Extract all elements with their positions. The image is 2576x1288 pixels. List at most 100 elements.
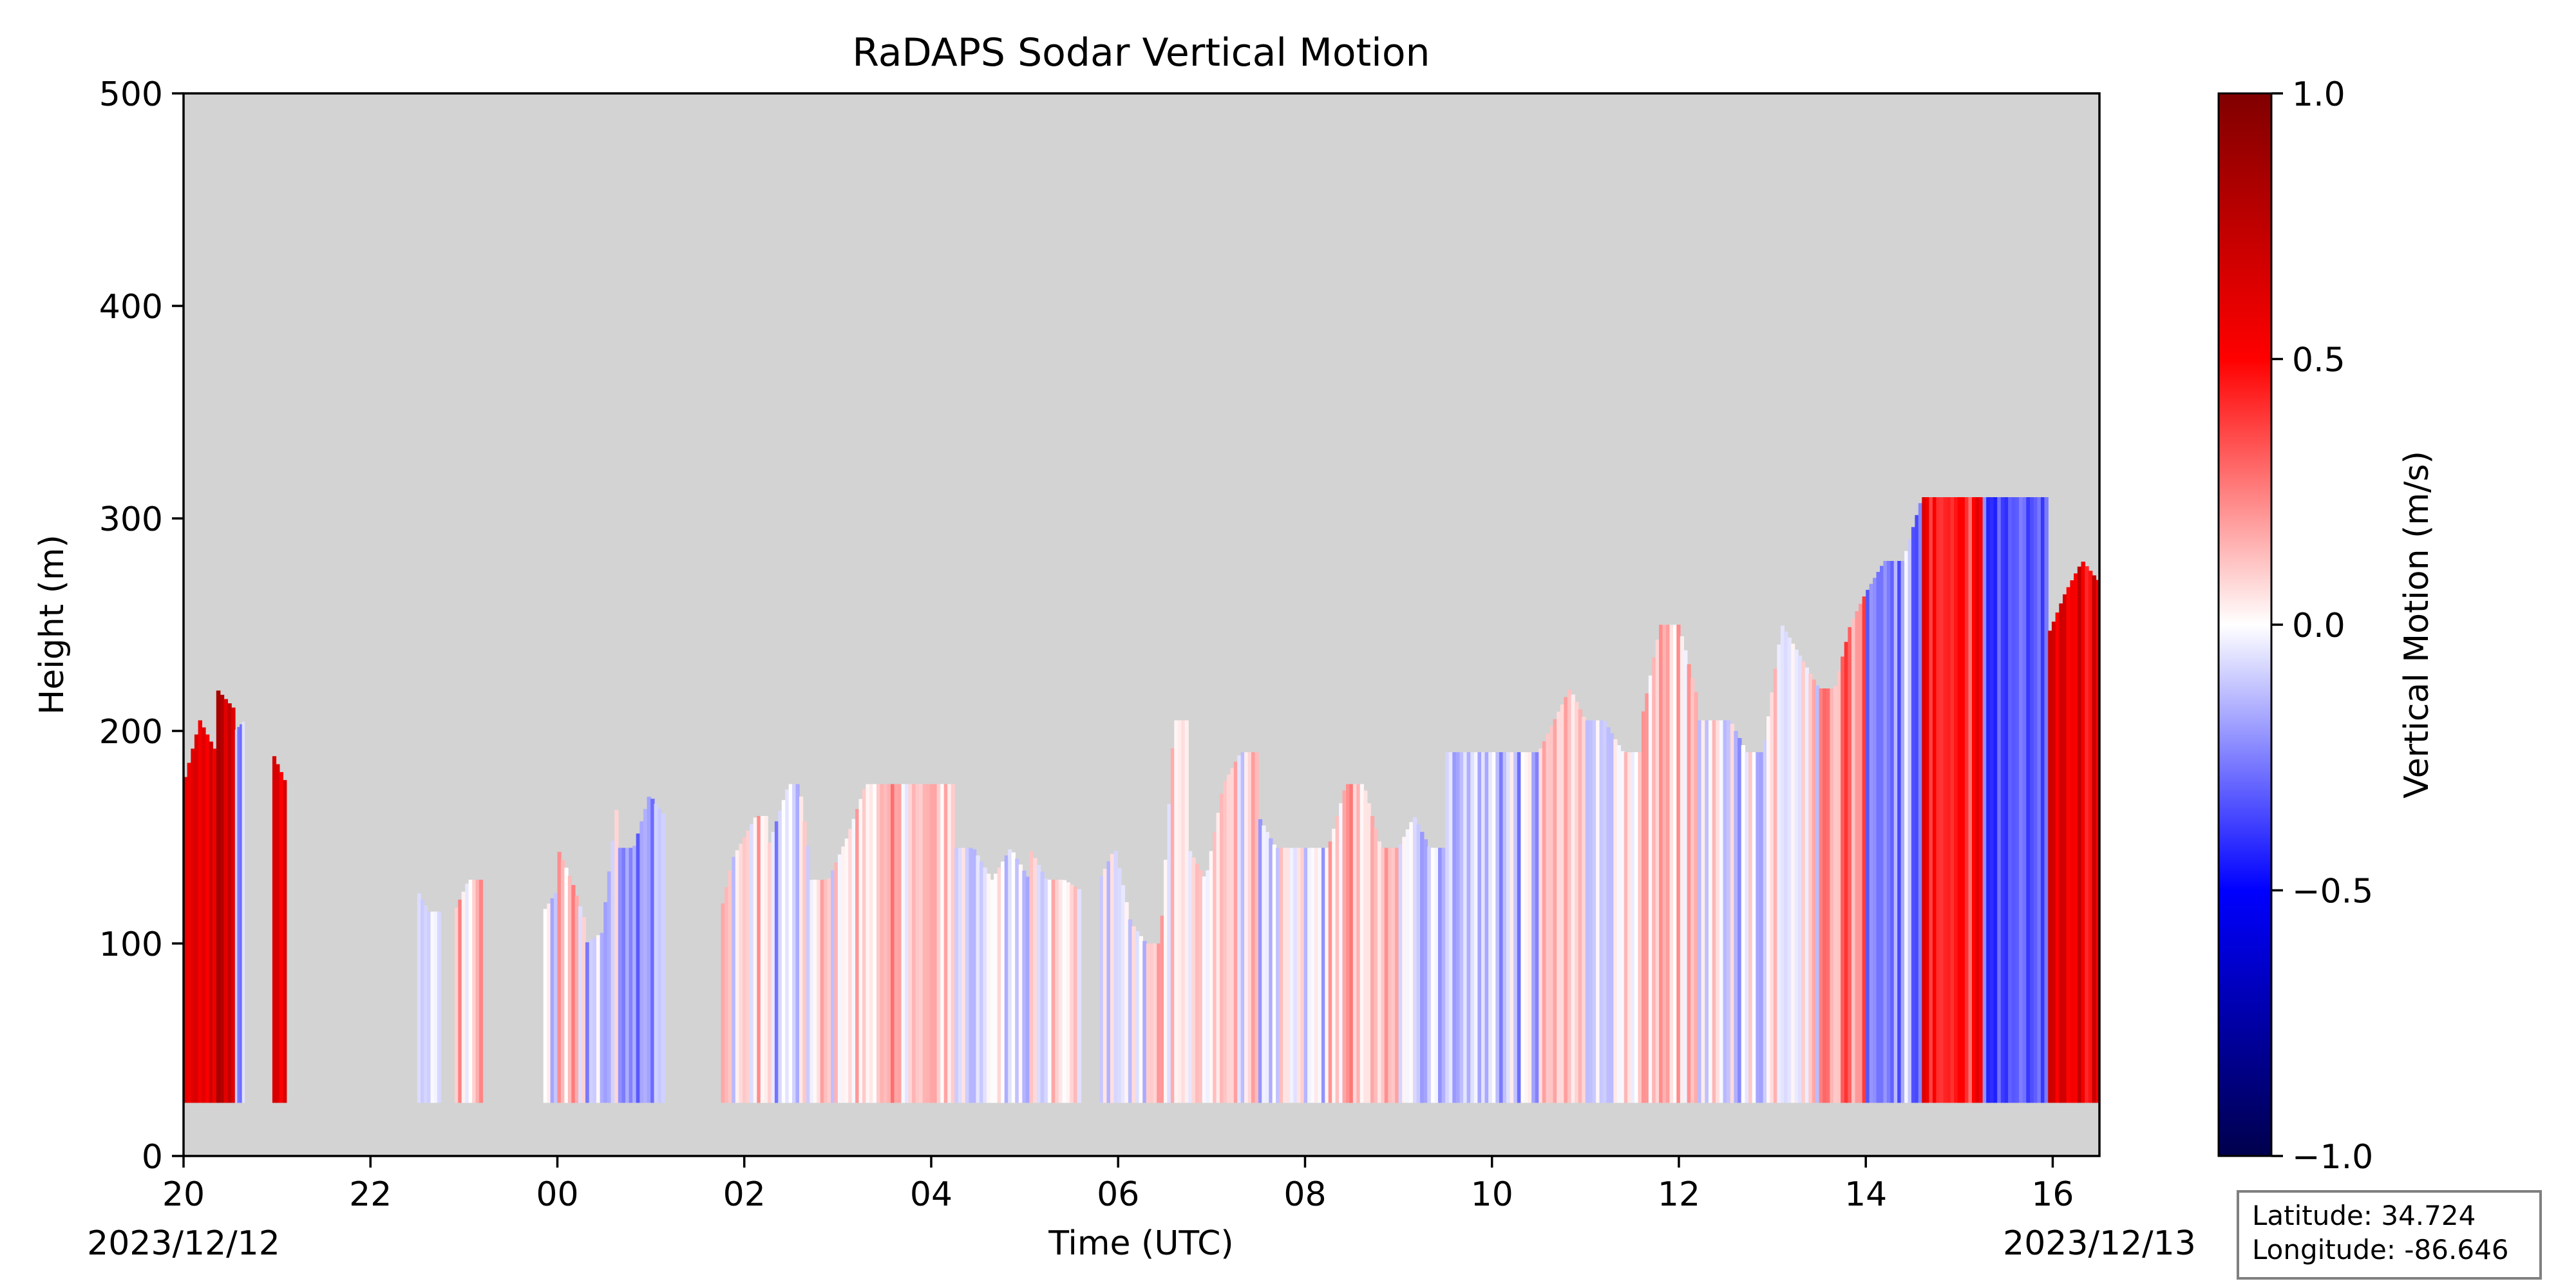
data-column [1135,931,1140,1103]
x-tick-label: 04 [910,1175,952,1214]
data-column [1328,841,1332,1103]
data-column [1900,561,1905,1103]
data-column [1441,848,1446,1103]
data-column [1741,745,1746,1103]
data-column [1128,919,1133,1103]
data-column [721,903,725,1103]
data-column [582,916,586,1103]
data-column [2085,566,2089,1103]
data-column [1932,497,1937,1103]
data-column [1578,709,1583,1103]
data-column [1405,829,1410,1103]
data-column [475,880,480,1103]
data-segment [1982,497,2049,1103]
data-column [851,819,856,1103]
y-axis: 0 100 200 300 400 500 [99,75,184,1177]
data-column [844,838,849,1103]
data-column [1029,851,1034,1103]
data-column [1589,720,1593,1103]
data-column [1286,848,1291,1103]
data-column [1370,816,1375,1103]
data-column [1585,720,1589,1103]
data-column [1289,848,1294,1103]
data-column [1113,850,1118,1103]
data-column [1564,697,1568,1103]
data-column [1132,926,1136,1103]
data-column [1484,752,1489,1103]
y-tick-label: 500 [99,75,163,114]
data-column [1880,565,1884,1103]
data-column [788,784,793,1103]
data-column [1855,611,1859,1103]
data-column [810,880,814,1103]
data-column [1059,880,1063,1103]
data-column [1283,848,1287,1103]
data-column [802,821,807,1103]
data-column [1798,656,1803,1103]
data-column [1940,497,1944,1103]
data-segment [543,893,558,1103]
data-column [1676,625,1681,1103]
data-column [279,772,283,1103]
data-column [746,830,750,1103]
data-column [947,784,952,1103]
data-column [1335,816,1340,1103]
data-column [1979,497,1984,1103]
data-column [817,880,821,1103]
data-column [1164,860,1168,1103]
data-column [220,694,225,1103]
data-column [621,848,626,1103]
data-column [1993,497,1998,1103]
y-tick-label: 400 [99,288,163,327]
data-column [2051,621,2056,1103]
data-column [866,784,870,1103]
data-column [1170,748,1175,1103]
data-column [771,831,775,1103]
data-column [987,873,991,1103]
data-column [1434,848,1439,1103]
y-tick-label: 0 [142,1138,163,1177]
data-column [724,887,729,1103]
location-info-box [2237,1190,2542,1280]
data-column [603,902,608,1103]
data-column [213,748,217,1103]
data-column [1062,880,1067,1103]
data-segment [234,721,245,1103]
data-column [1866,589,1870,1103]
data-column [1349,784,1354,1103]
x-tick-label: 10 [1471,1175,1513,1214]
data-column [1641,711,1646,1103]
data-column [1206,870,1210,1103]
data-column [1022,870,1027,1103]
data-column [1384,848,1388,1103]
data-column [1230,768,1235,1103]
data-segment [1398,817,1446,1103]
data-column [1272,844,1276,1103]
data-column [1804,667,1810,1103]
data-column [1195,864,1200,1103]
data-column [554,893,558,1103]
data-column [1997,497,2002,1103]
data-column [739,844,743,1103]
data-column [2040,497,2045,1103]
data-column [1121,885,1126,1103]
data-column [1833,686,1838,1103]
data-column [216,690,221,1103]
data-column [1377,841,1382,1103]
x-tick-label: 16 [2031,1175,2074,1214]
data-column [1883,561,1888,1103]
data-column [1255,752,1259,1103]
data-column [1391,848,1396,1103]
data-column [1662,625,1667,1103]
data-column [1202,876,1206,1103]
data-column [654,804,658,1103]
data-column [813,880,817,1103]
data-column [1631,752,1635,1103]
data-column [1279,848,1283,1103]
data-column [1412,817,1417,1103]
data-segment [1866,503,1922,1103]
data-column [901,784,905,1103]
data-column [760,816,765,1103]
data-column [234,729,238,1103]
